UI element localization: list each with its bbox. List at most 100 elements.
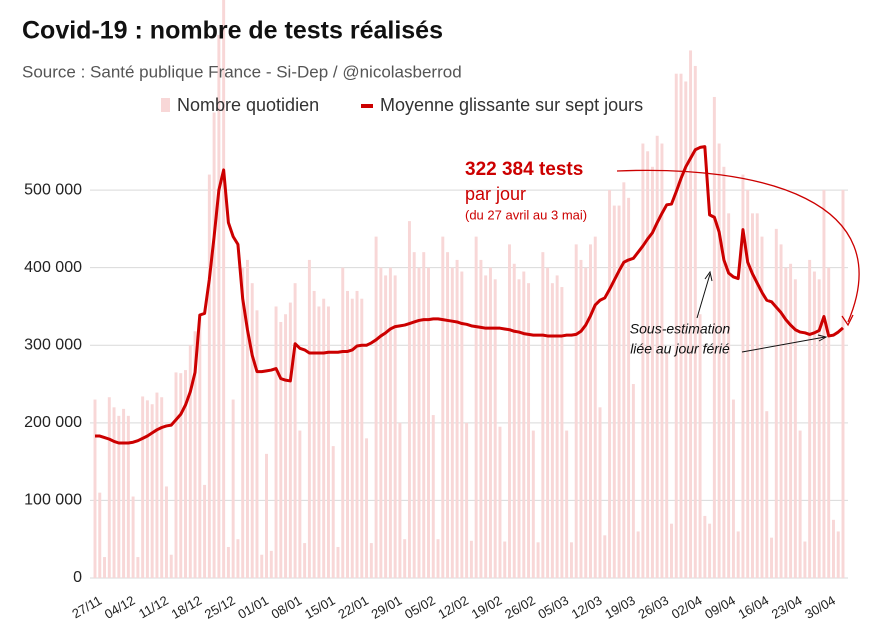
bar bbox=[698, 314, 702, 578]
bars bbox=[93, 0, 845, 579]
bar bbox=[274, 306, 278, 578]
bar bbox=[360, 298, 364, 578]
bar bbox=[474, 236, 478, 579]
bar bbox=[98, 492, 102, 578]
bar bbox=[808, 259, 812, 578]
bar bbox=[565, 430, 569, 578]
bar bbox=[355, 290, 359, 578]
bar bbox=[117, 415, 121, 578]
bar bbox=[222, 0, 226, 578]
bar bbox=[265, 453, 268, 578]
arrow-head bbox=[817, 334, 828, 342]
bar bbox=[446, 252, 450, 578]
bar bbox=[484, 275, 488, 578]
bar bbox=[331, 446, 335, 578]
annotation-arrow bbox=[696, 273, 711, 319]
bar bbox=[179, 373, 183, 578]
bar bbox=[303, 543, 307, 578]
bar bbox=[655, 135, 659, 579]
bar bbox=[231, 399, 235, 578]
y-tick-label: 500 000 bbox=[24, 181, 82, 198]
bar bbox=[584, 267, 588, 578]
bar bbox=[617, 205, 621, 578]
y-tick-label: 200 000 bbox=[24, 414, 82, 431]
bar bbox=[812, 271, 816, 578]
bar bbox=[784, 267, 788, 578]
x-tick-label: 30/04 bbox=[802, 593, 838, 622]
bar bbox=[569, 542, 573, 578]
bar bbox=[374, 236, 378, 579]
grid bbox=[90, 189, 848, 579]
bar bbox=[765, 411, 769, 578]
bar bbox=[326, 306, 330, 578]
bar bbox=[469, 540, 473, 578]
chart-subtitle: Source : Santé publique France - Si-Dep … bbox=[22, 62, 462, 81]
bar bbox=[160, 397, 164, 578]
bar bbox=[336, 546, 340, 578]
bar bbox=[341, 267, 345, 578]
bar bbox=[288, 302, 292, 578]
bar bbox=[684, 81, 688, 579]
bar bbox=[436, 539, 440, 578]
annotation: par jour bbox=[465, 184, 526, 204]
bar bbox=[751, 213, 754, 578]
bar bbox=[250, 283, 254, 578]
bar bbox=[727, 213, 731, 578]
bar bbox=[131, 496, 135, 578]
y-tick-label: 400 000 bbox=[24, 259, 82, 276]
bar bbox=[369, 543, 373, 578]
bar bbox=[384, 275, 388, 578]
bar bbox=[122, 408, 126, 578]
bar bbox=[198, 314, 202, 578]
bar bbox=[779, 244, 783, 578]
bar bbox=[164, 486, 168, 578]
x-tick-label: 19/02 bbox=[469, 593, 505, 622]
bar bbox=[536, 542, 540, 578]
bar bbox=[817, 279, 821, 578]
bar bbox=[503, 541, 507, 578]
bar bbox=[574, 244, 578, 578]
bar bbox=[269, 550, 273, 578]
bar bbox=[822, 190, 826, 578]
x-tick-label: 12/03 bbox=[569, 593, 605, 622]
x-tick-label: 12/02 bbox=[435, 593, 471, 622]
bar bbox=[774, 228, 778, 578]
x-tick-label: 16/04 bbox=[736, 593, 772, 622]
bar bbox=[293, 283, 297, 578]
bar bbox=[346, 290, 349, 578]
bar bbox=[245, 259, 249, 578]
x-tick-label: 26/03 bbox=[635, 593, 671, 622]
bar bbox=[236, 539, 240, 578]
bar bbox=[712, 96, 716, 579]
bar bbox=[789, 263, 793, 578]
bar bbox=[793, 279, 797, 578]
bar bbox=[279, 321, 283, 578]
bar bbox=[522, 271, 526, 578]
bar bbox=[255, 310, 259, 578]
x-tick-label: 25/12 bbox=[202, 593, 238, 622]
bar bbox=[317, 306, 321, 578]
bar bbox=[126, 415, 130, 578]
bar bbox=[770, 537, 774, 578]
bar bbox=[241, 267, 245, 578]
x-tick-label: 01/01 bbox=[235, 593, 271, 622]
bar bbox=[112, 407, 116, 578]
annotation: liée au jour férié bbox=[630, 341, 730, 357]
bar bbox=[798, 430, 802, 578]
bar bbox=[508, 244, 511, 578]
bar bbox=[527, 283, 531, 578]
bar bbox=[403, 539, 407, 578]
bar bbox=[107, 397, 111, 578]
bar bbox=[531, 430, 535, 578]
bar bbox=[746, 190, 750, 578]
bar bbox=[641, 143, 645, 578]
bar bbox=[612, 205, 616, 578]
bar bbox=[517, 279, 521, 578]
bar bbox=[703, 515, 707, 578]
x-tick-label: 02/04 bbox=[669, 593, 705, 622]
bar bbox=[689, 50, 693, 579]
bar bbox=[631, 384, 635, 578]
bar bbox=[398, 422, 402, 578]
arrow-head bbox=[841, 314, 854, 327]
